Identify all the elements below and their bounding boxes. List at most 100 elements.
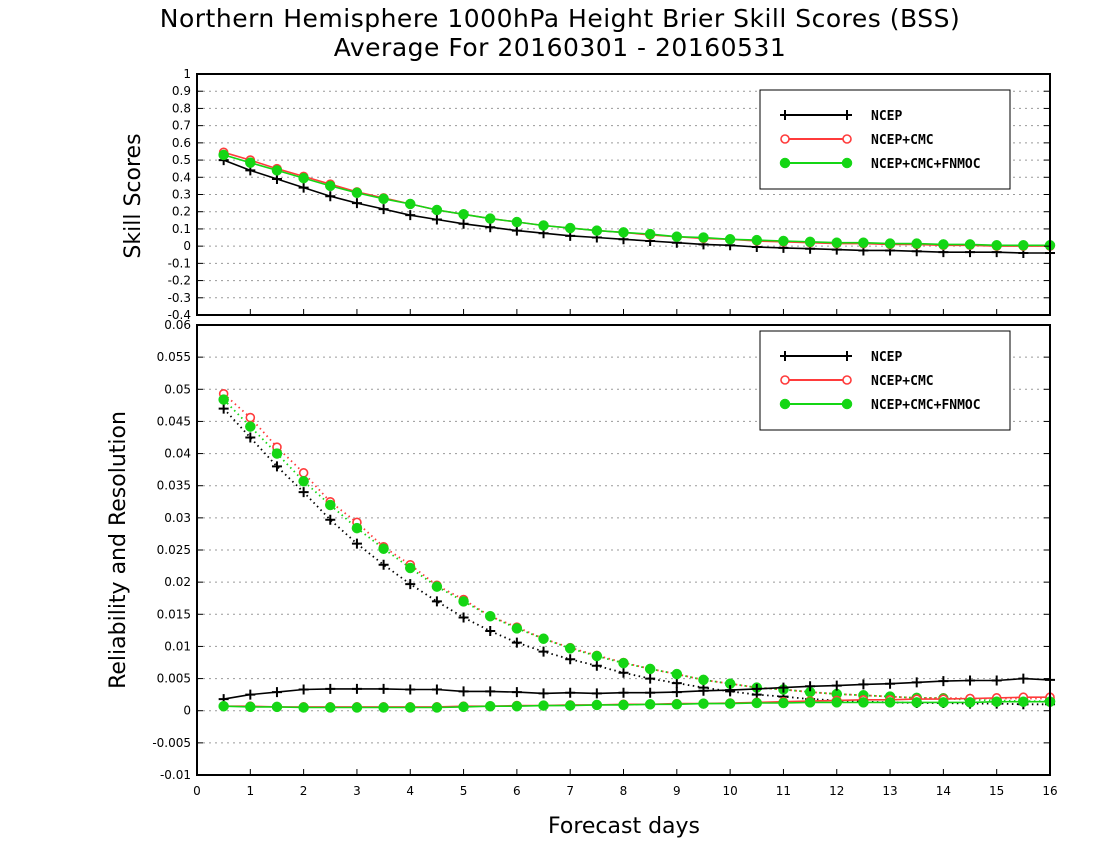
data-point	[245, 432, 256, 443]
x-tick-label: 0	[193, 784, 201, 798]
data-point	[1018, 673, 1029, 684]
data-point	[245, 157, 256, 168]
data-point	[218, 394, 229, 405]
data-point	[218, 403, 229, 414]
data-point	[1018, 240, 1029, 251]
data-point	[511, 225, 522, 236]
data-point	[298, 684, 309, 695]
data-point	[378, 543, 389, 554]
bottom-panel-y-tick-label: 0.04	[164, 447, 191, 461]
bottom-panel-y-tick-label: 0.01	[164, 639, 191, 653]
data-point	[991, 240, 1002, 251]
data-point	[325, 514, 336, 525]
x-tick-label: 3	[353, 784, 361, 798]
x-tick-label: 6	[513, 784, 521, 798]
data-point	[351, 702, 363, 713]
bottom-panel-series-ncep-cmc-fnmoc-reliability	[218, 696, 1056, 713]
bottom-panel-y-tick-label: 0.055	[157, 350, 191, 364]
data-point	[991, 675, 1002, 686]
legend-label: NCEP	[871, 350, 902, 365]
legend-item: NCEP+CMC+FNMOC	[779, 157, 981, 172]
data-point	[271, 701, 283, 713]
data-point	[245, 701, 256, 713]
top-panel-series	[218, 147, 1056, 259]
legend-label: NCEP+CMC+FNMOC	[871, 157, 981, 172]
legend-marker	[779, 157, 791, 169]
legend-label: NCEP+CMC	[871, 374, 934, 389]
data-point	[618, 657, 629, 669]
top-panel-y-tick-label: 0.1	[172, 222, 191, 236]
data-point	[858, 237, 869, 248]
data-point	[778, 697, 789, 709]
top-panel-y-tick-label: 0.9	[172, 84, 191, 98]
data-point	[645, 673, 656, 684]
data-point	[538, 688, 549, 699]
top-panel-y-tick-label: 0.7	[172, 119, 191, 133]
top-panel-series-ncep-cmc-fnmoc	[218, 149, 1056, 251]
data-point	[405, 210, 416, 221]
data-point	[245, 689, 256, 700]
data-point	[644, 663, 656, 675]
top-panel-y-tick-label: -0.2	[168, 274, 191, 288]
x-tick-label: 2	[300, 784, 308, 798]
bottom-panel-y-tick-label: -0.01	[160, 768, 191, 782]
bottom-panel-y-tick-label: 0	[183, 704, 191, 718]
legend-marker	[842, 134, 852, 144]
data-point	[725, 685, 736, 696]
bottom-panel-y-tick-label: 0.02	[164, 575, 191, 589]
data-point	[698, 674, 709, 686]
data-point	[565, 687, 576, 698]
data-point	[591, 660, 602, 671]
top-y-axis-label: Skill Scores	[121, 133, 146, 258]
data-point	[271, 448, 283, 459]
data-point	[618, 699, 629, 711]
data-point	[538, 646, 549, 657]
data-point	[458, 701, 469, 713]
x-tick-label: 9	[673, 784, 681, 798]
data-point	[351, 538, 362, 549]
top-panel-y-tick-label: 0.4	[172, 170, 191, 184]
legend-label: NCEP+CMC+FNMOC	[871, 398, 981, 413]
data-point	[378, 193, 389, 205]
bottom-panel-y-tick-label: 0.025	[157, 543, 191, 557]
legend-marker	[780, 134, 790, 144]
data-point	[698, 685, 709, 696]
data-point	[298, 475, 309, 487]
data-point	[325, 180, 336, 192]
data-point	[485, 626, 496, 636]
data-point	[245, 421, 256, 432]
data-point	[431, 581, 443, 592]
data-point	[405, 198, 416, 210]
data-point	[484, 213, 496, 224]
data-point	[911, 677, 922, 688]
data-point	[511, 700, 523, 712]
data-point	[804, 236, 816, 248]
data-point	[645, 687, 656, 698]
data-point	[858, 697, 869, 708]
data-point	[911, 238, 922, 249]
data-point	[618, 667, 629, 678]
legend-marker	[842, 110, 852, 120]
bottom-panel-y-tick-label: 0.03	[164, 511, 191, 525]
data-point	[325, 191, 336, 202]
data-point	[405, 562, 416, 574]
chart-subtitle: Average For 20160301 - 20160531	[333, 33, 787, 62]
data-point	[778, 682, 789, 693]
top-panel-y-tick-label: 0.2	[172, 205, 191, 219]
data-point	[298, 182, 309, 193]
data-point	[564, 222, 576, 234]
data-point	[698, 698, 709, 709]
data-point	[431, 702, 443, 713]
top-panel-y-tick-label: 0.3	[172, 188, 191, 202]
data-point	[298, 702, 309, 713]
data-point	[378, 204, 389, 215]
legend-item: NCEP+CMC+FNMOC	[779, 398, 981, 413]
data-point	[458, 686, 469, 697]
top-panel-y-tick-label: 0.8	[172, 101, 191, 115]
series-line	[223, 407, 1050, 706]
data-point	[484, 700, 496, 712]
data-point	[511, 687, 522, 698]
legend-marker	[841, 157, 853, 169]
x-tick-label: 13	[882, 784, 897, 798]
